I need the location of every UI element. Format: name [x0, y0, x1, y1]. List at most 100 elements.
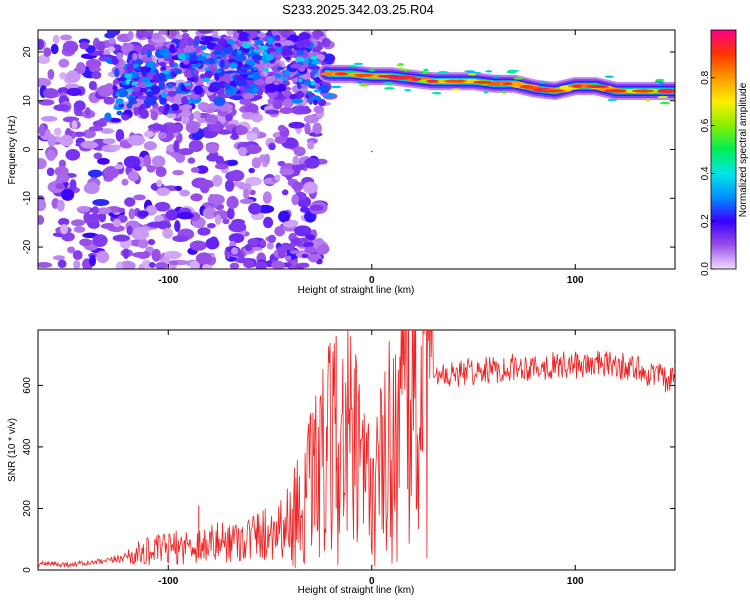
heatmap-ridge-scatter	[204, 36, 214, 42]
heatmap-noise-cell	[246, 132, 258, 142]
heatmap-noise-cell	[67, 246, 76, 254]
heatmap-ridge-scatter	[193, 40, 200, 46]
heatmap-noise-cell	[96, 41, 106, 52]
heatmap-noise-cell	[156, 179, 163, 188]
heatmap-ridge-scatter	[290, 63, 303, 69]
heatmap-ridge-core	[443, 79, 467, 83]
heatmap-noise-cell	[83, 182, 100, 195]
heatmap-noise-cell	[60, 34, 72, 41]
snr-plot-frame	[37, 329, 676, 571]
heatmap-noise-cell	[124, 197, 136, 207]
y-tick-label: 600	[22, 377, 33, 394]
heatmap-ridge-hotspot	[242, 47, 250, 54]
heatmap-noise-cell	[271, 260, 285, 269]
heatmap-noise-cell	[222, 218, 230, 225]
heatmap-noise-cell	[304, 157, 320, 169]
heatmap-noise-cell	[193, 110, 201, 120]
heatmap-ridge-hotspot	[183, 82, 191, 86]
heatmap-noise-cell	[202, 206, 217, 220]
heatmap-noise-cell	[268, 142, 276, 151]
heatmap-ridge-scatter	[252, 86, 259, 95]
heatmap-noise-cell	[307, 140, 315, 150]
heatmap-ridge-hotspot	[229, 62, 239, 69]
heatmap-ridge-side	[513, 77, 524, 80]
heatmap-noise-cell	[174, 92, 183, 103]
heatmap-noise-cell	[57, 87, 69, 95]
heatmap-ridge-core	[519, 85, 534, 89]
heatmap-noise-cell	[118, 207, 126, 213]
heatmap-noise-cell	[42, 88, 59, 99]
heatmap-ridge-side	[604, 75, 614, 78]
heatmap-ridge-scatter	[296, 49, 304, 56]
heatmap-ridge-scatter	[178, 41, 187, 50]
snr-y-axis-label: SNR (10 * v/v)	[7, 418, 18, 482]
heatmap-noise-cell	[243, 188, 250, 200]
heatmap-noise-cell	[277, 160, 286, 167]
colorbar-label: Normalized spectral amplitude	[738, 82, 749, 217]
heatmap-noise-cell	[100, 223, 117, 230]
heatmap-noise-cell	[185, 120, 200, 134]
heatmap-ridge-scatter	[271, 30, 278, 37]
heatmap-ridge-scatter	[164, 103, 170, 112]
heatmap-noise-cell	[69, 179, 77, 191]
heatmap-ridge-hotspot	[208, 57, 215, 65]
y-tick-label: 10	[22, 95, 33, 107]
heatmap-ridge-scatter	[162, 48, 171, 59]
heatmap-noise-cell	[265, 260, 273, 268]
heatmap-ridge-scatter	[114, 67, 120, 78]
heatmap-ridge-side	[431, 91, 442, 95]
heatmap-noise-cell	[286, 243, 296, 250]
heatmap-ridge-hotspot	[274, 73, 283, 79]
heatmap-noise-cell	[195, 165, 209, 174]
heatmap-ridge-scatter	[312, 99, 319, 106]
heatmap-noise-cell	[180, 30, 189, 33]
heatmap-ridge-core	[354, 73, 374, 77]
heatmap-ridge-peak	[657, 88, 675, 94]
heatmap-ridge-scatter	[104, 112, 112, 121]
heatmap-ridge-hotspot	[298, 77, 303, 84]
heatmap-ridge-scatter	[301, 73, 311, 80]
heatmap-ridge-side	[382, 82, 393, 85]
heatmap-noise-cell	[291, 181, 304, 191]
heatmap-noise-cell	[133, 165, 142, 171]
heatmap-ridge-hotspot	[311, 59, 321, 65]
heatmap-noise-cell	[148, 262, 156, 268]
heatmap-ridge-scatter	[280, 30, 291, 39]
heatmap-ridge-hotspot	[303, 81, 312, 86]
heatmap-noise-cell	[79, 238, 92, 247]
heatmap-noise-cell	[103, 165, 120, 179]
heatmap-noise-cell	[56, 174, 70, 183]
heatmap-ridge-hotspot	[131, 81, 138, 86]
heatmap-ridge-side	[538, 81, 547, 84]
heatmap-noise-cell	[96, 250, 110, 264]
heatmap-noise-cell	[40, 115, 58, 122]
heatmap-noise-cell	[173, 140, 180, 153]
heatmap-noise-cell	[239, 198, 254, 205]
x-tick-label: 0	[369, 576, 375, 587]
heatmap-noise-cell	[226, 196, 239, 209]
heatmap-noise-cell	[156, 187, 171, 197]
heatmap-noise-cell	[248, 203, 262, 215]
heatmap-ridge-core	[604, 89, 627, 93]
heatmap-noise-cell	[315, 237, 324, 246]
heatmap-ridge-side	[657, 95, 669, 99]
heatmap-ridge-scatter	[234, 79, 248, 87]
heatmap-ridge-scatter	[254, 79, 266, 86]
heatmap-noise-cell	[166, 123, 182, 134]
heatmap-noise-cell	[131, 228, 150, 240]
heatmap-noise-cell	[228, 233, 245, 244]
heatmap-noise-cell	[312, 122, 322, 135]
heatmap-noise-cell	[119, 260, 136, 269]
heatmap-ridge-hotspot	[141, 70, 147, 77]
heatmap-noise-cell	[47, 134, 56, 147]
heatmap-noise-cell	[151, 248, 162, 262]
heatmap-noise-cell	[65, 70, 81, 83]
heatmap-noise-cell	[187, 157, 196, 164]
heatmap-noise-cell	[136, 30, 145, 35]
heatmap-noise-cell	[206, 153, 220, 162]
heatmap-noise-cell	[251, 157, 262, 169]
heatmap-ridge-scatter	[169, 44, 175, 53]
heatmap-noise-cell	[55, 183, 65, 190]
heatmap-ridge-scatter	[150, 110, 158, 121]
heatmap-ridge-hotspot	[205, 67, 211, 72]
